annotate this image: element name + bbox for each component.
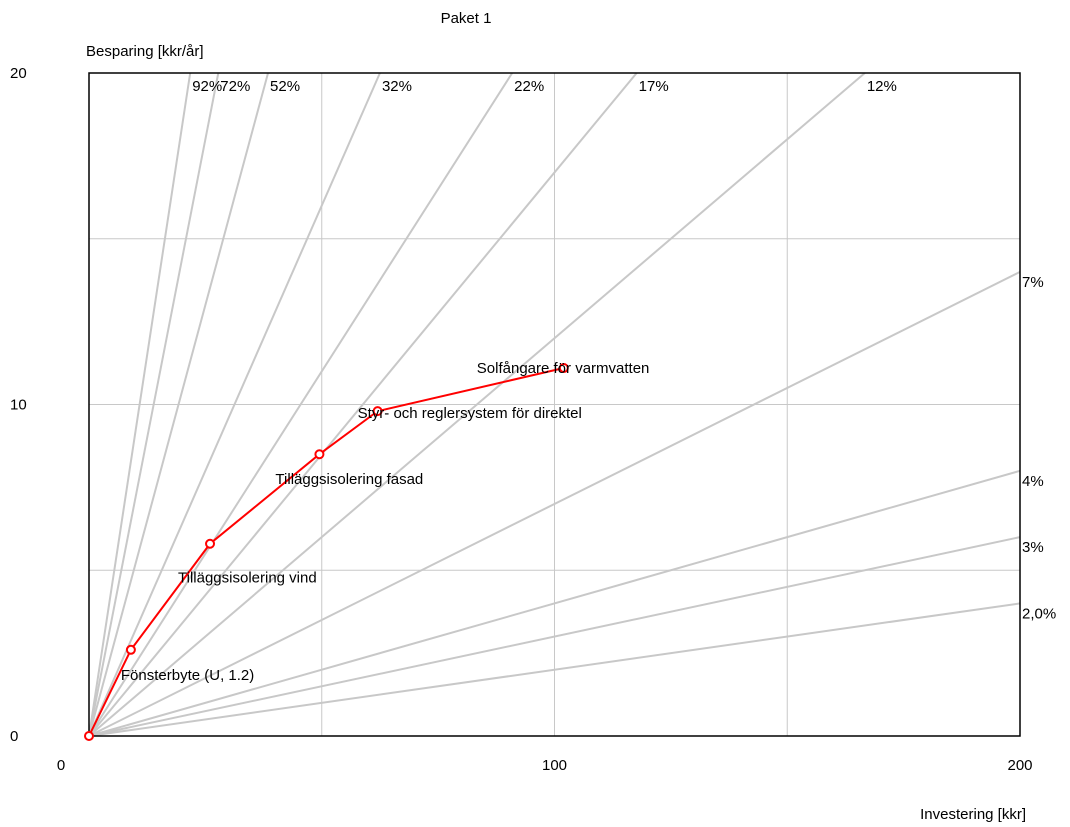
x-tick-label: 100 — [542, 757, 567, 774]
point-label: Tilläggsisolering vind — [178, 570, 317, 587]
x-axis-label: Investering [kkr] — [920, 806, 1026, 823]
reference-line-label: 7% — [1022, 274, 1044, 291]
reference-line — [88, 536, 1021, 737]
reference-line-label: 2,0% — [1022, 605, 1056, 622]
reference-line-label: 32% — [382, 78, 412, 95]
reference-line — [88, 602, 1021, 737]
y-tick-label: 0 — [10, 728, 18, 745]
data-point — [84, 731, 94, 741]
reference-line-label: 3% — [1022, 539, 1044, 556]
reference-line — [88, 469, 1021, 737]
chart-title: Paket 1 — [441, 10, 492, 27]
data-point — [125, 644, 136, 655]
reference-lines — [88, 72, 1021, 737]
data-point — [372, 406, 383, 417]
reference-line — [88, 72, 638, 737]
data-point — [205, 538, 216, 549]
ticks: 0 100 200 0 10 20 — [10, 65, 1033, 774]
reference-line-label: 17% — [639, 78, 669, 95]
series — [84, 363, 569, 741]
reference-line-label: 12% — [867, 78, 897, 95]
x-tick-label: 200 — [1007, 757, 1032, 774]
data-point — [314, 449, 325, 460]
plot-frame — [88, 72, 1021, 737]
reference-line — [88, 72, 381, 737]
reference-line-label: 22% — [514, 78, 544, 95]
reference-line — [88, 72, 514, 737]
x-tick-label: 0 — [57, 757, 65, 774]
y-tick-label: 10 — [10, 397, 27, 414]
data-point — [558, 363, 569, 374]
reference-line-labels: 92%72% 52% 32% 22% 17% 12% 7% 4% 3% 2,0% — [192, 78, 1056, 622]
reference-line-label: 4% — [1022, 473, 1044, 490]
reference-line-label: 52% — [270, 78, 300, 95]
point-label: Tilläggsisolering fasad — [275, 471, 423, 488]
reference-line — [88, 271, 1021, 737]
y-tick-label: 20 — [10, 65, 27, 82]
y-axis-label: Besparing [kkr/år] — [86, 43, 204, 60]
point-label: Styr- och reglersystem för direktel — [358, 405, 582, 422]
reference-line — [88, 72, 220, 737]
reference-line-label: 72% — [220, 78, 250, 95]
reference-line — [88, 72, 192, 737]
reference-line — [88, 72, 866, 737]
series-line — [88, 367, 565, 737]
point-label: Fönsterbyte (U, 1.2) — [121, 667, 254, 684]
reference-line-label: 92% — [192, 78, 222, 95]
reference-line — [88, 72, 270, 737]
point-label: Solfångare för varmvatten — [477, 360, 650, 377]
point-labels: Fönsterbyte (U, 1.2) Tilläggsisolering vi… — [121, 360, 650, 684]
